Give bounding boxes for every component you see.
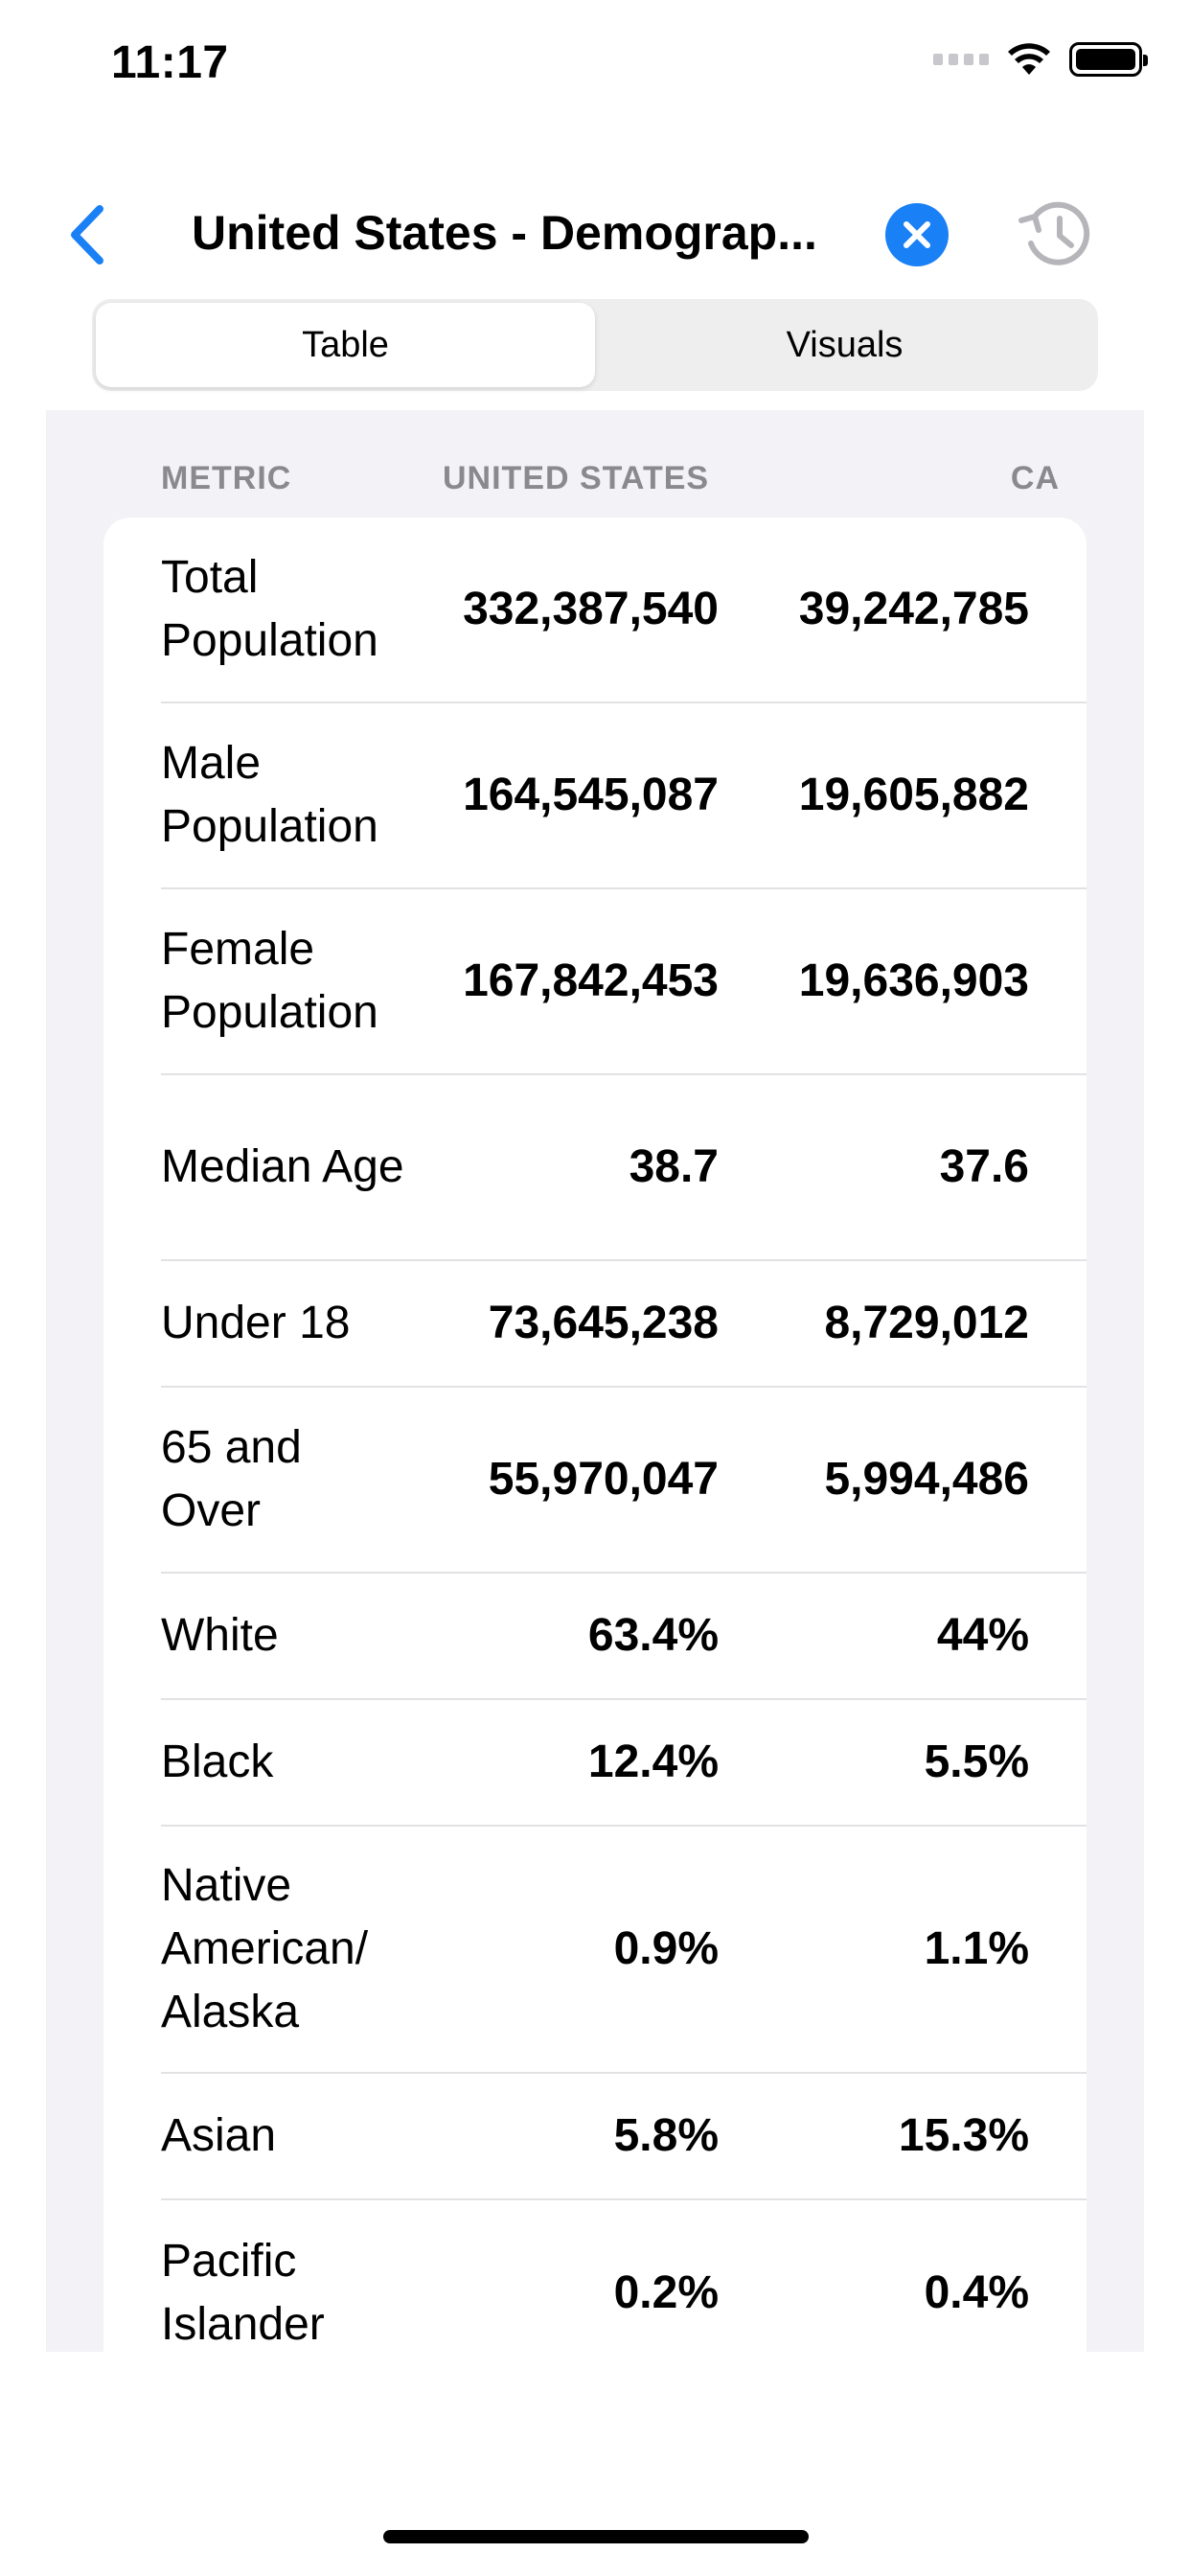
row-metric: Total Population <box>161 552 378 666</box>
row-ca-value: 1.1% <box>924 1923 1029 1974</box>
row-ca-value: 5,994,486 <box>824 1454 1029 1505</box>
row-ca-value: 8,729,012 <box>824 1298 1029 1348</box>
row-us-value: 164,545,087 <box>463 770 719 820</box>
row-metric: Pacific Islander <box>161 2236 325 2350</box>
segment-table[interactable]: Table <box>96 303 595 387</box>
row-metric: Median Age <box>161 1141 404 1192</box>
row-ca-value: 44% <box>936 1610 1029 1661</box>
table-row: Male Population 164,545,087 19,605,882 <box>161 703 1087 889</box>
row-us-value: 12.4% <box>587 1736 719 1787</box>
wifi-icon <box>1008 43 1050 75</box>
table-row: Asian 5.8% 15.3% <box>161 2074 1087 2200</box>
column-header-united-states: UNITED STATES <box>443 460 710 496</box>
table-row: Native American/ Alaska 0.9% 1.1% <box>161 1827 1087 2074</box>
table-row: Total Population 332,387,540 39,242,785 <box>161 518 1087 703</box>
row-ca-value: 15.3% <box>898 2110 1029 2161</box>
row-us-value: 38.7 <box>629 1141 719 1192</box>
column-header-ca: CA <box>1010 460 1060 496</box>
battery-icon <box>1069 42 1148 77</box>
table-area[interactable]: METRIC UNITED STATES CA Total Population… <box>46 410 1144 2352</box>
table-row: 65 and Over 55,970,047 5,994,486 <box>161 1388 1087 1574</box>
row-ca-value: 5.5% <box>924 1736 1029 1787</box>
row-metric: Male Population <box>161 738 378 852</box>
row-metric: 65 and Over <box>161 1422 302 1536</box>
row-ca-value: 39,242,785 <box>798 584 1029 634</box>
row-us-value: 332,387,540 <box>463 584 719 634</box>
row-ca-value: 0.4% <box>924 2267 1029 2318</box>
page-title: United States - Demograp... <box>192 206 817 260</box>
row-us-value: 55,970,047 <box>488 1454 719 1505</box>
row-metric: Female Population <box>161 924 378 1038</box>
clear-button[interactable] <box>885 203 949 266</box>
column-header-metric: METRIC <box>161 460 292 496</box>
row-ca-value: 37.6 <box>939 1141 1029 1192</box>
table-card: Total Population 332,387,540 39,242,785 … <box>103 518 1087 2352</box>
table-row: White 63.4% 44% <box>161 1574 1087 1700</box>
status-icons <box>933 42 1148 77</box>
home-indicator[interactable] <box>383 2530 809 2543</box>
status-time: 11:17 <box>111 37 229 88</box>
table-row: Median Age 38.7 37.6 <box>161 1075 1087 1261</box>
table-row: Female Population 167,842,453 19,636,903 <box>161 889 1087 1075</box>
chevron-left-icon[interactable] <box>63 201 111 268</box>
row-us-value: 73,645,238 <box>488 1298 719 1348</box>
table-row: Black 12.4% 5.5% <box>161 1700 1087 1827</box>
row-us-value: 167,842,453 <box>463 955 719 1006</box>
table-row: Under 18 73,645,238 8,729,012 <box>161 1261 1087 1388</box>
row-us-value: 0.9% <box>613 1923 719 1974</box>
close-circle-icon <box>904 221 930 248</box>
row-metric: Under 18 <box>161 1298 351 1348</box>
table-row: Pacific Islander 0.2% 0.4% <box>161 2200 1087 2352</box>
row-us-value: 63.4% <box>587 1610 719 1661</box>
cellular-signal-icon <box>933 54 989 65</box>
row-metric: White <box>161 1610 279 1661</box>
row-us-value: 5.8% <box>613 2110 719 2161</box>
row-ca-value: 19,636,903 <box>798 955 1029 1006</box>
row-us-value: 0.2% <box>613 2267 719 2318</box>
history-icon[interactable] <box>1018 197 1094 272</box>
row-metric: Native American/ Alaska <box>161 1860 369 2037</box>
segment-visuals[interactable]: Visuals <box>786 324 904 365</box>
row-ca-value: 19,605,882 <box>798 770 1029 820</box>
view-segmented-control: Table Visuals <box>92 299 1098 391</box>
row-metric: Black <box>161 1736 274 1787</box>
row-metric: Asian <box>161 2110 277 2161</box>
